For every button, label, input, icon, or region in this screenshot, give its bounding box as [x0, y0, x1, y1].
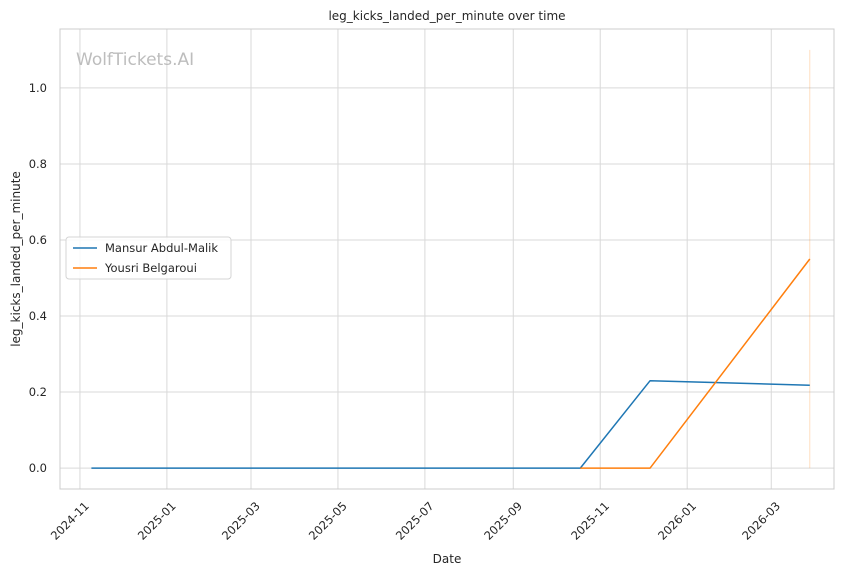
series-layer — [91, 258, 811, 469]
y-tick-labels: 0.0 0.2 0.4 0.6 0.8 1.0 — [29, 81, 47, 475]
legend-label-yousri: Yousri Belgaroui — [104, 261, 197, 275]
plot-frame — [59, 28, 835, 490]
x-tick-label: 2025-09 — [481, 499, 525, 543]
series-line-0 — [91, 379, 810, 469]
y-tick-label: 0.6 — [29, 233, 47, 247]
y-tick-label: 0.0 — [29, 461, 47, 475]
x-tick-label: 2026-03 — [739, 499, 783, 543]
x-tick-label: 2025-05 — [306, 499, 350, 543]
x-tick-label: 2025-03 — [219, 499, 263, 543]
x-tick-labels: 2024-11 2025-01 2025-03 2025-05 2025-07 2025-… — [48, 499, 783, 543]
y-axis-label: leg_kicks_landed_per_minute — [9, 171, 23, 347]
x-tick-label: 2025-01 — [135, 499, 179, 543]
y-tick-label: 0.8 — [29, 157, 47, 171]
chart-title: leg_kicks_landed_per_minute over time — [328, 9, 565, 23]
legend-label-mansur: Mansur Abdul-Malik — [105, 241, 218, 255]
x-tick-label: 2025-11 — [568, 499, 612, 543]
legend-box — [65, 236, 232, 280]
x-tick-label: 2026-01 — [655, 499, 699, 543]
x-axis-label: Date — [433, 552, 462, 566]
y-tick-label: 0.4 — [29, 309, 47, 323]
x-tick-label: 2025-07 — [393, 499, 437, 543]
legend: Mansur Abdul-Malik Yousri Belgaroui — [65, 236, 232, 280]
watermark: WolfTickets.AI — [76, 50, 194, 70]
y-tick-label: 1.0 — [29, 81, 47, 95]
series-line-1 — [580, 258, 811, 469]
x-tick-label: 2024-11 — [48, 499, 92, 543]
y-tick-label: 0.2 — [29, 385, 47, 399]
